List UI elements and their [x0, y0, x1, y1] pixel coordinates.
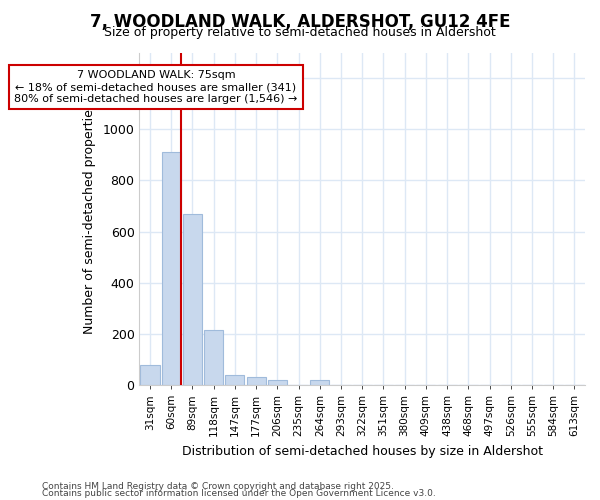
- X-axis label: Distribution of semi-detached houses by size in Aldershot: Distribution of semi-detached houses by …: [182, 444, 543, 458]
- Bar: [140, 364, 160, 385]
- Text: Size of property relative to semi-detached houses in Aldershot: Size of property relative to semi-detach…: [104, 26, 496, 39]
- Bar: [226, 375, 244, 385]
- Bar: [161, 152, 181, 385]
- Y-axis label: Number of semi-detached properties: Number of semi-detached properties: [83, 103, 96, 334]
- Text: Contains HM Land Registry data © Crown copyright and database right 2025.: Contains HM Land Registry data © Crown c…: [42, 482, 394, 491]
- Bar: [204, 330, 223, 385]
- Text: 7 WOODLAND WALK: 75sqm
← 18% of semi-detached houses are smaller (341)
80% of se: 7 WOODLAND WALK: 75sqm ← 18% of semi-det…: [14, 70, 298, 104]
- Text: 7, WOODLAND WALK, ALDERSHOT, GU12 4FE: 7, WOODLAND WALK, ALDERSHOT, GU12 4FE: [90, 12, 510, 30]
- Bar: [247, 378, 266, 385]
- Bar: [183, 214, 202, 385]
- Text: Contains public sector information licensed under the Open Government Licence v3: Contains public sector information licen…: [42, 490, 436, 498]
- Bar: [268, 380, 287, 385]
- Bar: [310, 380, 329, 385]
